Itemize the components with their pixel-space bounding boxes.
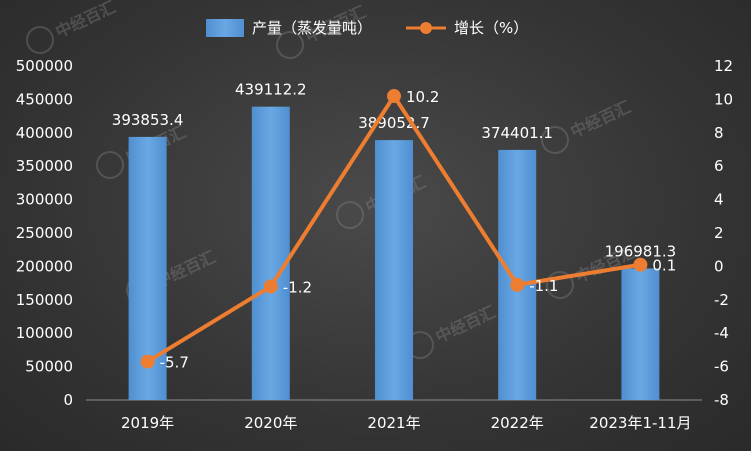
bar-value-label: 196981.3 (605, 242, 677, 260)
y-left-tick-label: 350000 (16, 157, 73, 175)
line-value-label: -1.1 (529, 277, 558, 295)
y-left-tick-label: 500000 (16, 57, 73, 75)
y-left-tick-label: 200000 (16, 257, 73, 275)
bar (498, 149, 537, 400)
y-right-tick-label: -8 (714, 391, 729, 409)
watermark-text: 中经百汇 (433, 302, 499, 346)
y-axis-right: -8 -6 -4 -2 0 2 4 6 8 10 12 (714, 57, 733, 409)
x-axis: 2019年 2020年 2021年 2022年 2023年1-11月 (121, 414, 692, 432)
watermark-group: 中经百汇中经百汇中经百汇中经百汇中经百汇中经百汇中经百汇中经百汇 (26, 0, 639, 359)
watermark-text: 中经百汇 (53, 0, 119, 41)
line-value-label: 0.1 (652, 257, 676, 275)
y-left-tick-label: 50000 (25, 358, 73, 376)
y-right-tick-label: 4 (714, 191, 724, 209)
bar-value-label: 389052.7 (358, 114, 430, 132)
legend-bar-swatch (206, 19, 244, 37)
watermark-logo-icon (336, 201, 364, 229)
line-point (633, 257, 648, 272)
bar-labels: 393853.4 439112.2 389052.7 374401.1 196981.3 (112, 81, 676, 261)
line-point (263, 279, 278, 294)
bar-value-label: 393853.4 (112, 111, 184, 129)
x-tick-label: 2022年 (491, 414, 544, 432)
watermark-logo-icon (26, 26, 54, 54)
y-left-tick-label: 300000 (16, 191, 73, 209)
y-right-tick-label: 0 (714, 257, 724, 275)
legend: 产量（蒸发量吨） 增长（%） (206, 19, 528, 37)
watermark: 中经百汇 (26, 0, 119, 54)
x-tick-label: 2023年1-11月 (589, 414, 691, 432)
x-tick-label: 2019年 (121, 414, 174, 432)
line-value-label: -5.7 (160, 354, 189, 372)
watermark-logo-icon (546, 271, 574, 299)
y-right-tick-label: -2 (714, 291, 729, 309)
bar (621, 268, 660, 400)
watermark: 中经百汇 (406, 302, 499, 359)
watermark-logo-icon (541, 126, 569, 154)
y-right-tick-label: 8 (714, 124, 724, 142)
line-value-label: 10.2 (406, 88, 439, 106)
y-left-tick-label: 400000 (16, 124, 73, 142)
y-right-tick-label: 6 (714, 157, 724, 175)
y-right-tick-label: 2 (714, 224, 724, 242)
y-left-tick-label: 100000 (16, 324, 73, 342)
x-tick-label: 2020年 (244, 414, 297, 432)
line-point (140, 354, 155, 369)
watermark-text: 中经百汇 (568, 97, 634, 141)
line-point (510, 277, 525, 292)
legend-line-marker (420, 22, 432, 34)
bar-value-label: 374401.1 (481, 124, 553, 142)
y-left-tick-label: 450000 (16, 90, 73, 108)
y-left-tick-label: 0 (63, 391, 73, 409)
y-left-tick-label: 250000 (16, 224, 73, 242)
y-right-tick-label: 12 (714, 57, 733, 75)
legend-line-label: 增长（%） (454, 19, 528, 37)
y-right-tick-label: 10 (714, 90, 733, 108)
y-axis-left: 0 50000 100000 150000 200000 250000 300000 3500… (16, 57, 73, 409)
bar (375, 140, 413, 400)
line-labels: -5.7 -1.2 10.2 -1.1 0.1 (160, 88, 677, 372)
line-point (387, 89, 401, 104)
line-series (140, 89, 648, 369)
y-left-tick-label: 150000 (16, 291, 73, 309)
bar-series (128, 106, 660, 401)
y-right-tick-label: -4 (714, 324, 729, 342)
bar-value-label: 439112.2 (235, 81, 307, 99)
legend-bar-label: 产量（蒸发量吨） (252, 19, 372, 37)
watermark-logo-icon (276, 31, 304, 59)
line-value-label: -1.2 (283, 278, 312, 296)
x-tick-label: 2021年 (367, 414, 420, 432)
bar (251, 106, 290, 401)
y-right-tick-label: -6 (714, 358, 729, 376)
watermark-logo-icon (96, 151, 124, 179)
